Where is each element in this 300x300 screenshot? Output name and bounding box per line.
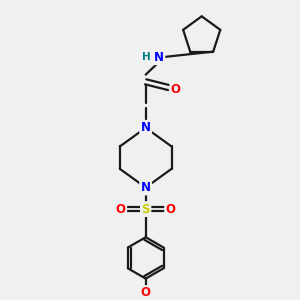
Text: N: N	[141, 121, 151, 134]
Text: H: H	[142, 52, 151, 62]
Text: O: O	[116, 202, 126, 216]
Text: N: N	[154, 51, 164, 64]
Text: S: S	[141, 202, 150, 216]
Text: O: O	[171, 82, 181, 95]
Text: O: O	[166, 202, 176, 216]
Text: N: N	[141, 181, 151, 194]
Text: O: O	[141, 286, 151, 299]
